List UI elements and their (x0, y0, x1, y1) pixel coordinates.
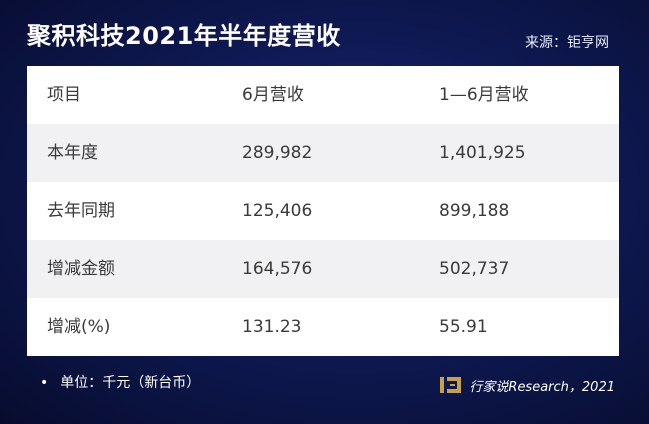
row-label: 去年同期 (47, 201, 115, 221)
june-value: 131.23 (242, 317, 302, 337)
header-cell-jan-june: 1—6月营收 (439, 85, 529, 105)
page-title: 聚积科技2021年半年度营收 (27, 22, 341, 50)
jan-june-value: 55.91 (439, 317, 488, 337)
table-row: 增减(%) 131.23 55.91 (27, 298, 619, 356)
table-row: 增减金额 164,576 502,737 (27, 240, 619, 298)
hangjiashuo-logo-icon (440, 377, 462, 393)
june-value: 125,406 (242, 201, 313, 221)
table-row: 本年度 289,982 1,401,925 (27, 124, 619, 182)
row-label: 增减金额 (47, 259, 115, 279)
june-value: 164,576 (242, 259, 313, 279)
brand-text: 行家说Research，2021 (469, 379, 615, 395)
header-cell-june: 6月营收 (242, 85, 304, 105)
jan-june-value: 899,188 (439, 201, 510, 221)
row-label: 本年度 (47, 143, 98, 163)
jan-june-value: 1,401,925 (439, 143, 526, 163)
header-cell-item: 项目 (47, 85, 81, 105)
bullet-icon: • (40, 375, 49, 391)
june-value: 289,982 (242, 143, 313, 163)
brand-credit: 行家说Research，2021 (439, 374, 615, 396)
revenue-table: 项目 6月营收 1—6月营收 本年度 289,982 1,401,925 去年同… (27, 66, 619, 356)
source-label: 来源：钜亨网 (525, 35, 609, 51)
row-label: 增减(%) (47, 317, 111, 337)
unit-text: 单位：千元（新台币） (60, 375, 201, 391)
jan-june-value: 502,737 (439, 259, 510, 279)
table-row: 去年同期 125,406 899,188 (27, 182, 619, 240)
table-header-row: 项目 6月营收 1—6月营收 (27, 66, 619, 124)
unit-footnote: • 单位：千元（新台币） (40, 372, 200, 392)
